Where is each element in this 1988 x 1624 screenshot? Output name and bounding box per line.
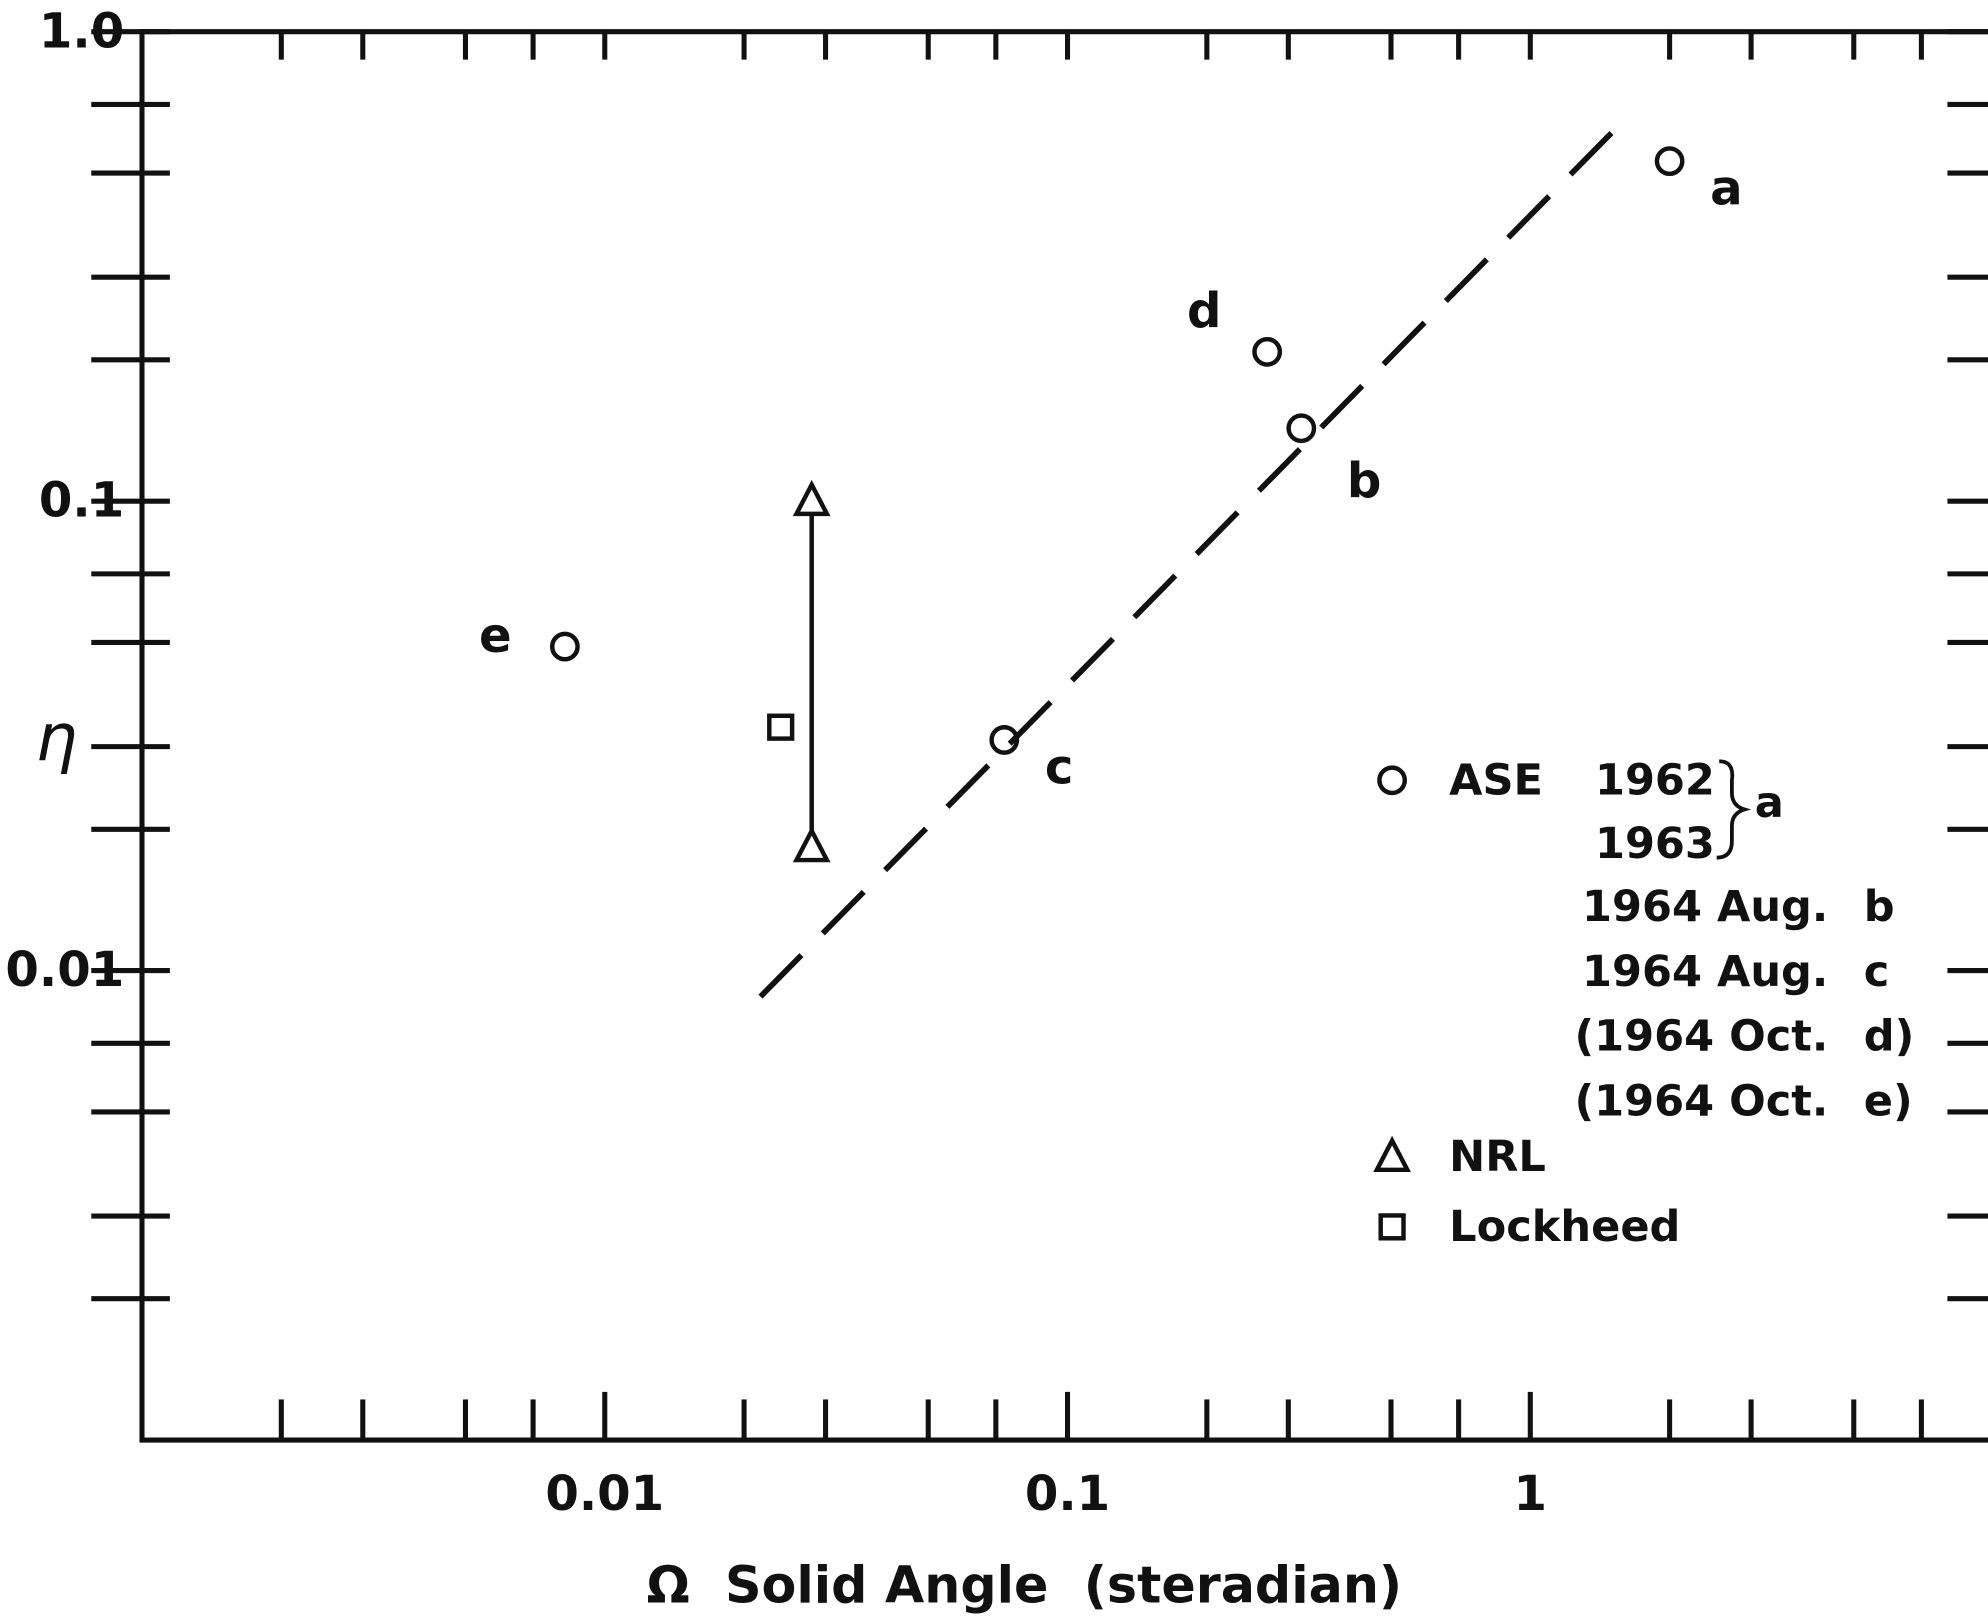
legend-marker <box>1378 1213 1406 1241</box>
y-tick-label: 0.1 <box>39 473 124 529</box>
legend-year: 1963 <box>1595 819 1715 869</box>
data-point <box>1252 336 1283 367</box>
data-point <box>767 713 795 741</box>
legend-entry-tag: e) <box>1864 1076 1913 1126</box>
y-tick-label: 1.0 <box>39 3 124 59</box>
x-tick-label: 0.1 <box>1025 1466 1110 1522</box>
legend-entry-tag: c <box>1864 947 1890 997</box>
legend-entry-label: 1964 Aug. <box>1582 947 1828 997</box>
legend-year: 1962 <box>1595 755 1715 805</box>
x-tick-label: 0.01 <box>545 1466 664 1522</box>
data-point <box>792 479 831 517</box>
legend-entry-label: 1964 Aug. <box>1582 882 1828 932</box>
point-label: e <box>479 608 512 664</box>
legend-marker <box>1377 765 1408 796</box>
legend-entry-tag: b <box>1864 882 1895 932</box>
legend-marker <box>1373 1135 1411 1173</box>
legend-brace <box>1716 759 1752 860</box>
y-axis-label: η <box>35 699 77 776</box>
data-point <box>1654 146 1685 177</box>
legend-tag: a <box>1755 778 1784 828</box>
x-axis-label: Ω Solid Angle (steradian) <box>647 1555 1402 1614</box>
legend-label: NRL <box>1449 1132 1546 1182</box>
y-tick-label: 0.01 <box>5 942 124 998</box>
point-label: b <box>1347 453 1381 509</box>
legend-label: Lockheed <box>1449 1202 1680 1252</box>
plot-frame <box>139 29 1988 1443</box>
legend-label: ASE <box>1449 755 1543 805</box>
data-point <box>792 826 831 863</box>
fit-line <box>758 123 1621 999</box>
legend-entry-tag: d) <box>1864 1012 1915 1062</box>
point-label: a <box>1710 161 1743 217</box>
point-label: c <box>1045 739 1074 795</box>
point-label: d <box>1187 283 1221 339</box>
legend-entry-label: (1964 Oct. <box>1574 1076 1828 1126</box>
data-point <box>549 631 580 662</box>
legend-entry-label: (1964 Oct. <box>1574 1012 1828 1062</box>
data-point <box>1286 413 1317 444</box>
x-tick-label: 1 <box>1514 1466 1548 1522</box>
